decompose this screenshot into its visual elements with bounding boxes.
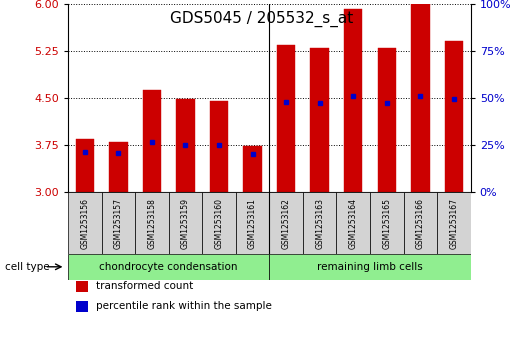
Text: chondrocyte condensation: chondrocyte condensation (99, 262, 238, 272)
Bar (143, 90, 161, 192)
Bar (210, 101, 228, 192)
Bar (76, 301, 88, 312)
Text: remaining limb cells: remaining limb cells (317, 262, 423, 272)
Bar (311, 48, 329, 192)
Bar (101, 192, 135, 254)
Text: GSM1253164: GSM1253164 (349, 198, 358, 249)
Bar (336, 192, 370, 254)
Bar (269, 192, 303, 254)
Bar (370, 192, 404, 254)
Text: GSM1253159: GSM1253159 (181, 198, 190, 249)
Bar (344, 9, 362, 192)
Text: GSM1253167: GSM1253167 (449, 198, 459, 249)
Text: transformed count: transformed count (96, 281, 194, 291)
Bar (269, 254, 471, 280)
Bar (135, 192, 168, 254)
Text: GSM1253157: GSM1253157 (114, 198, 123, 249)
Bar (378, 48, 396, 192)
Bar (68, 254, 269, 280)
Bar (404, 192, 437, 254)
Bar (168, 192, 202, 254)
Text: GSM1253158: GSM1253158 (147, 198, 156, 249)
Bar (236, 192, 269, 254)
Bar (437, 192, 471, 254)
Bar (243, 146, 262, 192)
Bar (445, 41, 463, 192)
Text: GSM1253166: GSM1253166 (416, 198, 425, 249)
Text: GSM1253161: GSM1253161 (248, 198, 257, 249)
Text: cell type: cell type (5, 262, 50, 272)
Bar (76, 281, 88, 292)
Bar (109, 142, 128, 192)
Text: GSM1253165: GSM1253165 (382, 198, 391, 249)
Text: GSM1253163: GSM1253163 (315, 198, 324, 249)
Bar (176, 99, 195, 192)
Bar (411, 4, 429, 192)
Text: GDS5045 / 205532_s_at: GDS5045 / 205532_s_at (170, 11, 353, 27)
Text: percentile rank within the sample: percentile rank within the sample (96, 301, 272, 311)
Text: GSM1253156: GSM1253156 (80, 198, 89, 249)
Bar (68, 192, 101, 254)
Text: GSM1253160: GSM1253160 (214, 198, 223, 249)
Bar (277, 45, 295, 192)
Bar (303, 192, 336, 254)
Bar (202, 192, 236, 254)
Bar (75, 139, 94, 192)
Text: GSM1253162: GSM1253162 (281, 198, 291, 249)
